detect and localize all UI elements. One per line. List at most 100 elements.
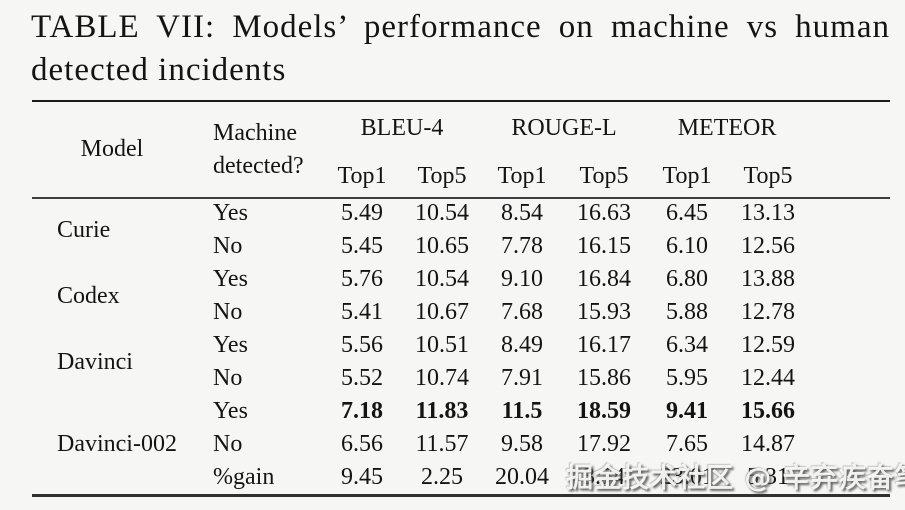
subcolumn-header-bleu4-top5: Top5 [417, 162, 467, 189]
value-cell: 11.5 [501, 398, 543, 424]
detected-cell: Yes [213, 266, 248, 292]
machine-detected-column-header: Machine detected? [192, 102, 322, 197]
value-cell: 11.57 [415, 431, 469, 457]
value-cell: 16.84 [577, 266, 631, 292]
table-top-rule [32, 100, 890, 102]
value-cell: 10.65 [415, 233, 469, 259]
machine-detected-header-line2: detected? [213, 152, 304, 179]
value-cell: 5.49 [341, 200, 383, 226]
value-cell: 5.88 [666, 299, 709, 325]
value-cell: 11.83 [415, 398, 469, 424]
value-cell: 12.56 [741, 233, 796, 259]
header-row-metric-groups: Model Machine detected? BLEU-4 ROUGE-L M… [32, 102, 808, 179]
value-cell: 15.93 [577, 299, 631, 325]
detected-cell: No [213, 299, 243, 325]
table-row-davinci002-no: No 6.56 11.57 9.58 17.92 7.65 14.87 [32, 428, 808, 461]
value-cell: 9.41 [666, 398, 709, 424]
value-cell: 15.86 [577, 365, 631, 391]
value-cell: 3.74 [583, 464, 625, 490]
value-cell: 7.78 [501, 233, 543, 259]
table-row-davinci-yes: Davinci Yes 5.56 10.51 8.49 16.17 6.34 1… [32, 329, 808, 375]
value-cell: 6.56 [341, 431, 383, 457]
value-cell: 5.31 [747, 464, 790, 490]
value-cell: 7.18 [341, 398, 383, 424]
metric-group-header-bleu4: BLEU-4 [360, 115, 444, 141]
detected-cell: Yes [213, 200, 248, 226]
detected-cell: %gain [213, 464, 275, 490]
value-cell: 16.17 [577, 332, 631, 358]
metric-group-header-rougel: ROUGE-L [511, 115, 617, 141]
value-cell: 5.52 [341, 365, 383, 391]
value-cell: 2.25 [421, 464, 463, 490]
value-cell: 10.54 [415, 266, 469, 292]
value-cell: 12.78 [741, 299, 796, 325]
machine-detected-header-line1: Machine [213, 119, 297, 146]
model-name-cell: Codex [57, 282, 120, 309]
value-cell: 10.51 [415, 332, 469, 358]
table-row-davinci002-gain: %gain 9.45 2.25 20.04 3.74 23.01 5.31 [32, 461, 808, 494]
value-cell: 16.15 [577, 233, 631, 259]
value-cell: 9.58 [501, 431, 543, 457]
value-cell: 10.54 [415, 200, 469, 226]
value-cell: 5.95 [666, 365, 709, 391]
value-cell: 6.10 [666, 233, 709, 259]
value-cell: 10.74 [415, 365, 469, 391]
header-row-subcolumns: Top1 Top5 Top1 Top5 Top1 Top5 [32, 155, 808, 197]
value-cell: 13.13 [741, 200, 796, 226]
model-name-cell: Davinci [57, 348, 133, 375]
table-caption-line2: detected incidents [31, 52, 287, 88]
value-cell: 6.45 [666, 200, 709, 226]
value-cell: 18.59 [577, 398, 631, 424]
value-cell: 15.66 [741, 398, 796, 424]
table-row-curie-no: No 5.45 10.65 7.78 16.15 6.10 12.56 [32, 230, 808, 263]
model-name-cell: Curie [57, 216, 111, 243]
site-watermark: 掘金技术社区 @ 辛弃疾奋笔 [566, 463, 905, 494]
value-cell: 8.54 [501, 200, 543, 226]
subcolumn-header-rougel-top5: Top5 [579, 162, 629, 189]
table-row-davinci-no: No 5.52 10.74 7.91 15.86 5.95 12.44 [32, 362, 808, 395]
table-caption-line1: TABLE VII: Models’ performance on machin… [31, 9, 890, 45]
results-table: Model Machine detected? BLEU-4 ROUGE-L M… [32, 102, 808, 494]
table-row-codex-yes: Codex Yes 5.76 10.54 9.10 16.84 6.80 13.… [32, 263, 808, 309]
value-cell: 16.63 [577, 200, 631, 226]
table-row-codex-no: No 5.41 10.67 7.68 15.93 5.88 12.78 [32, 296, 808, 329]
metric-group-header-meteor: METEOR [677, 115, 777, 141]
value-cell: 12.59 [741, 332, 796, 358]
value-cell: 8.49 [501, 332, 543, 358]
value-cell: 6.80 [666, 266, 709, 292]
table-row-curie-yes: Curie Yes 5.49 10.54 8.54 16.63 6.45 13.… [32, 197, 808, 243]
value-cell: 10.67 [415, 299, 469, 325]
value-cell: 14.87 [741, 431, 796, 457]
detected-cell: No [213, 431, 243, 457]
model-column-header: Model [80, 136, 144, 162]
value-cell: 12.44 [741, 365, 796, 391]
detected-cell: Yes [213, 332, 248, 358]
value-cell: 7.91 [501, 365, 543, 391]
value-cell: 7.68 [501, 299, 543, 325]
value-cell: 17.92 [577, 431, 631, 457]
subcolumn-header-bleu4-top1: Top1 [337, 162, 387, 189]
value-cell: 23.01 [660, 464, 715, 490]
value-cell: 5.76 [341, 266, 383, 292]
value-cell: 5.45 [341, 233, 383, 259]
table-caption: TABLE VII: Models’ performance on machin… [31, 6, 890, 92]
detected-cell: Yes [213, 398, 248, 424]
value-cell: 7.65 [666, 431, 709, 457]
value-cell: 13.88 [741, 266, 796, 292]
table-row-davinci002-yes: Davinci-002 Yes 7.18 11.83 11.5 18.59 9.… [32, 395, 808, 457]
subcolumn-header-meteor-top5: Top5 [743, 162, 793, 189]
value-cell: 9.45 [341, 464, 383, 490]
detected-cell: No [213, 233, 243, 259]
value-cell: 6.34 [666, 332, 709, 358]
table-header-rule [32, 197, 890, 199]
value-cell: 20.04 [495, 464, 549, 490]
value-cell: 5.41 [341, 299, 383, 325]
value-cell: 5.56 [341, 332, 383, 358]
detected-cell: No [213, 365, 243, 391]
value-cell: 9.10 [501, 266, 543, 292]
table-bottom-rule [32, 494, 890, 497]
model-name-cell: Davinci-002 [57, 431, 177, 457]
subcolumn-header-rougel-top1: Top1 [497, 162, 547, 189]
subcolumn-header-meteor-top1: Top1 [662, 162, 712, 189]
